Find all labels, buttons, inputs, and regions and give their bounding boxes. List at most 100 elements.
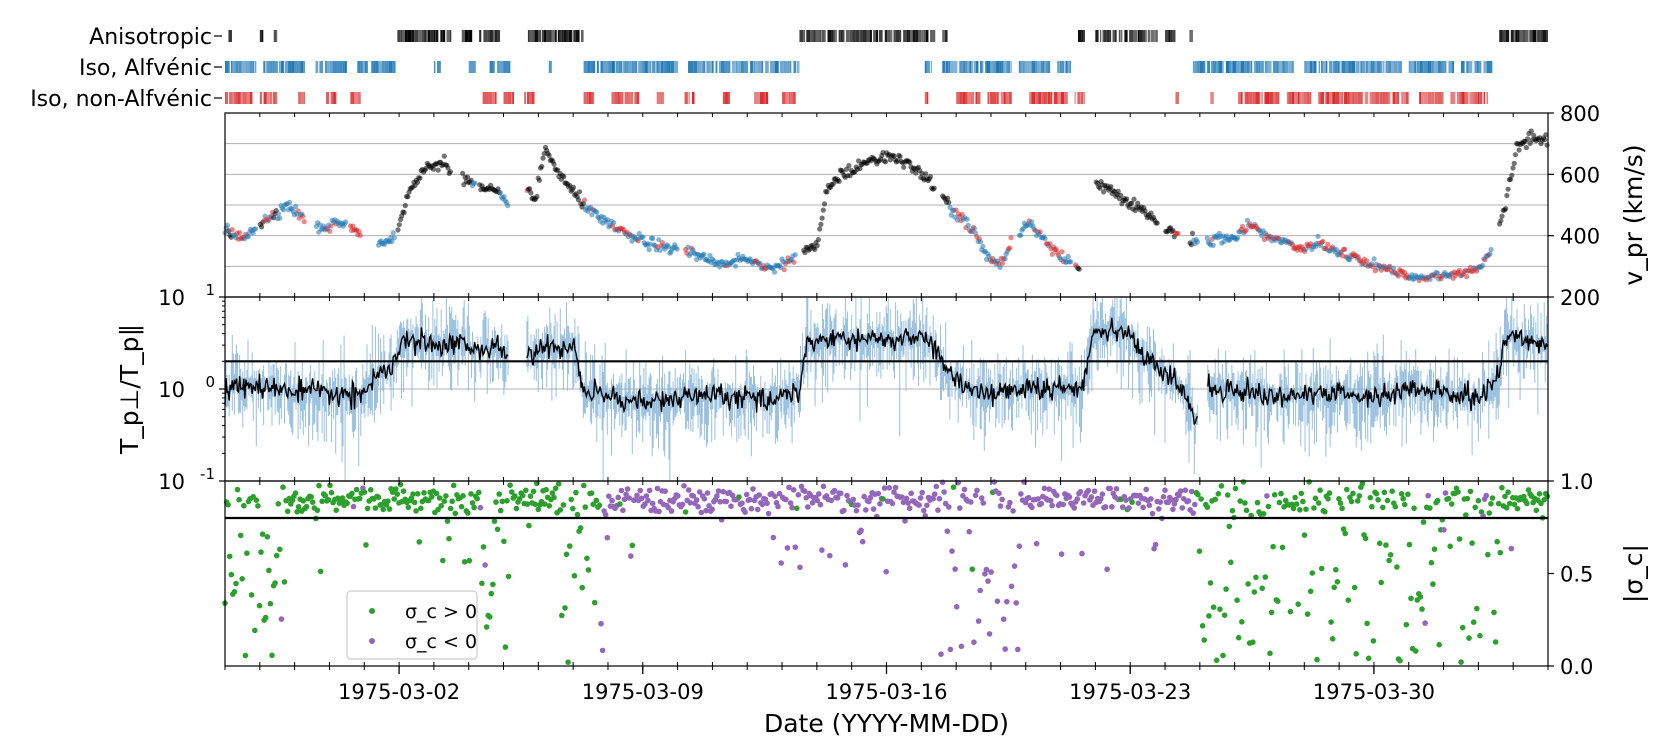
- speed-point: [1342, 247, 1347, 252]
- strip-segment: [1261, 92, 1263, 104]
- cross-helicity-point: [1534, 508, 1540, 514]
- strip-segment: [1032, 61, 1036, 73]
- cross-helicity-point: [492, 518, 498, 524]
- cross-helicity-point: [257, 603, 263, 609]
- strip-segment: [1366, 61, 1369, 73]
- strip-segment: [1000, 61, 1002, 73]
- speed-point: [792, 260, 797, 265]
- speed-point: [1077, 267, 1082, 272]
- cross-helicity-point: [871, 506, 877, 512]
- cross-helicity-point: [479, 581, 485, 587]
- strip-segment: [434, 61, 436, 73]
- strip-segment: [841, 30, 843, 42]
- cross-helicity-point: [1383, 542, 1389, 548]
- strip-segment: [1129, 30, 1133, 42]
- cross-helicity-point: [362, 489, 368, 495]
- strip-segment: [397, 30, 400, 42]
- strip-segment: [689, 92, 690, 104]
- strip-segment: [405, 30, 408, 42]
- cross-helicity-point: [783, 497, 789, 503]
- strip-segment: [367, 61, 368, 73]
- strip-segment: [967, 61, 969, 73]
- strip-segment: [1233, 61, 1236, 73]
- cross-helicity-point: [1201, 637, 1207, 643]
- strip-segment: [242, 61, 245, 73]
- cross-helicity-point: [583, 504, 589, 510]
- strip-segment: [1168, 30, 1170, 42]
- cross-helicity-point: [797, 565, 803, 571]
- cross-helicity-point: [1089, 494, 1095, 500]
- speed-point: [772, 270, 777, 275]
- strip-segment: [549, 61, 552, 73]
- cross-helicity-point: [1067, 494, 1073, 500]
- strip-segment: [1005, 92, 1008, 104]
- strip-segment: [1522, 30, 1526, 42]
- strip-segment: [440, 30, 442, 42]
- cross-helicity-point: [634, 493, 640, 499]
- cross-helicity-point: [851, 497, 857, 503]
- strip-segment: [505, 61, 508, 73]
- speed-point: [1524, 145, 1529, 150]
- strip-segment: [340, 61, 342, 73]
- speed-point: [972, 226, 977, 231]
- cross-helicity-point: [948, 647, 954, 653]
- strip-segment: [623, 61, 625, 73]
- cross-helicity-point: [266, 568, 272, 574]
- strip-segment: [632, 61, 635, 73]
- strip-segment: [1394, 61, 1397, 73]
- cross-helicity-point: [1216, 491, 1222, 497]
- strip-segment: [1216, 61, 1218, 73]
- speed-point: [277, 216, 282, 221]
- strip-segment: [243, 92, 247, 104]
- speed-point: [978, 239, 983, 244]
- speed-point: [1499, 214, 1504, 219]
- cross-helicity-point: [484, 624, 490, 630]
- strip-segment: [966, 61, 968, 73]
- cross-helicity-point: [1360, 481, 1366, 487]
- strip-segment: [469, 61, 473, 73]
- cross-helicity-point: [1465, 496, 1471, 502]
- cross-helicity-point: [282, 579, 288, 585]
- speed-y-tick-label: 200: [1560, 286, 1600, 310]
- speed-point: [1124, 196, 1129, 201]
- cross-helicity-point: [764, 501, 770, 507]
- strip-segment: [1110, 30, 1111, 42]
- cross-helicity-point: [1327, 490, 1333, 496]
- strip-segment: [1007, 61, 1011, 73]
- strip-segment: [1326, 92, 1329, 104]
- x-tick-label: 1975-03-23: [1069, 680, 1191, 704]
- strip-segment: [1061, 92, 1064, 104]
- cross-helicity-point: [478, 505, 484, 511]
- speed-point: [846, 163, 851, 168]
- cross-helicity-point: [1411, 506, 1417, 512]
- cross-helicity-point: [1223, 586, 1229, 592]
- strip-segment: [330, 61, 333, 73]
- speed-point: [1244, 228, 1249, 233]
- strip-segment: [255, 61, 256, 73]
- strip-segment: [966, 92, 968, 104]
- strip-segment: [839, 30, 841, 42]
- cross-helicity-point: [979, 495, 985, 501]
- speed-point: [923, 171, 928, 176]
- cross-helicity-point: [1446, 496, 1452, 502]
- strip-segment: [1431, 92, 1434, 104]
- strip-segment: [1440, 61, 1442, 73]
- cross-helicity-point: [617, 501, 623, 507]
- strip-segment: [1276, 61, 1279, 73]
- cross-helicity-point: [592, 600, 598, 606]
- cross-helicity-point: [603, 512, 609, 518]
- cross-helicity-point: [1397, 658, 1403, 664]
- cross-helicity-point: [747, 497, 753, 503]
- cross-helicity-point: [999, 497, 1005, 503]
- strip-segment: [371, 61, 374, 73]
- cross-helicity-point: [1147, 503, 1153, 509]
- cross-helicity-point: [260, 531, 266, 537]
- strip-segment: [990, 92, 993, 104]
- cross-helicity-point: [937, 496, 943, 502]
- strip-segment: [548, 30, 552, 42]
- cross-helicity-point: [1236, 635, 1242, 641]
- cross-helicity-point: [1079, 551, 1085, 557]
- strip-segment: [1288, 61, 1291, 73]
- strip-segment: [1339, 92, 1341, 104]
